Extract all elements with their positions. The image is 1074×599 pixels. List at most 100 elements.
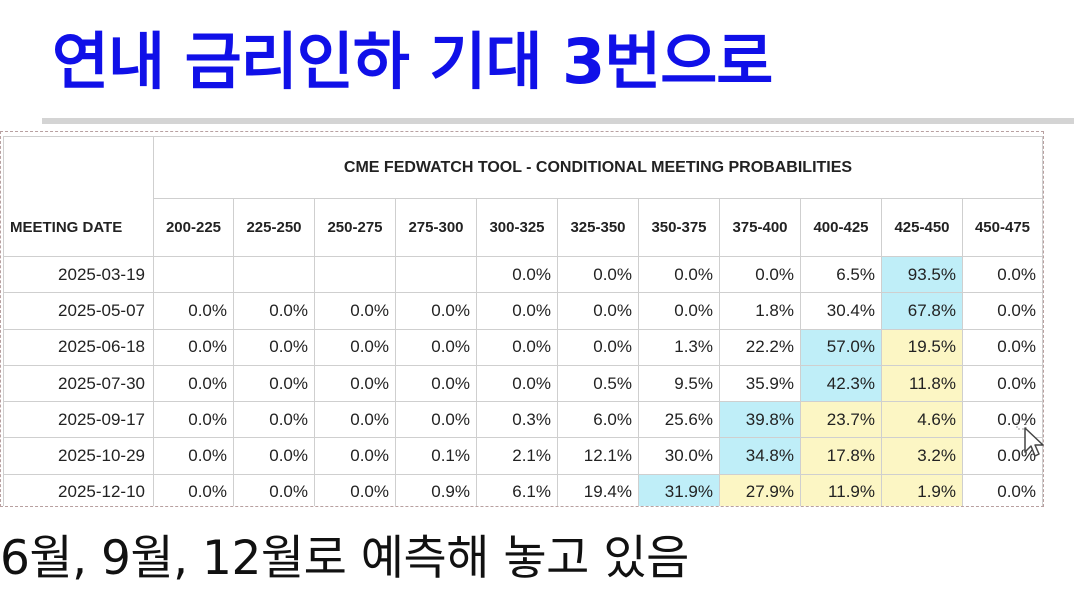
probability-cell: 39.8% (719, 401, 801, 439)
probability-cell: 19.4% (557, 473, 639, 506)
probability-cell: 0.0% (314, 473, 396, 506)
fedwatch-table-frame: CME FEDWATCH TOOL - CONDITIONAL MEETING … (0, 131, 1044, 507)
rate-range-header: 200-225 (153, 198, 234, 257)
probability-cell: 2.1% (476, 437, 558, 475)
probability-cell: 0.0% (233, 401, 315, 439)
table-row: 2025-06-18 0.0% 0.0% 0.0% 0.0% 0.0% 0.0% 1.3% 22… (3, 328, 1043, 366)
rate-range-header: 300-325 (476, 198, 558, 257)
probability-cell: 1.3% (638, 328, 720, 366)
probability-cell: 3.2% (881, 437, 963, 475)
meeting-date-cell: 2025-03-19 (3, 255, 154, 294)
rate-range-header: 350-375 (638, 198, 720, 257)
rate-range-header: 425-450 (881, 198, 963, 257)
meeting-date-cell: 2025-10-29 (3, 437, 154, 475)
probability-cell: 34.8% (719, 437, 801, 475)
probability-cell: 0.0% (314, 364, 396, 403)
probability-cell: 0.0% (153, 437, 234, 475)
meeting-date-cell: 2025-09-17 (3, 401, 154, 439)
probability-cell: 0.0% (962, 473, 1043, 506)
probability-cell: 12.1% (557, 437, 639, 475)
probability-cell (395, 255, 477, 294)
probability-cell: 0.0% (153, 328, 234, 366)
probability-cell: 93.5% (881, 255, 963, 294)
meeting-date-cell: 2025-05-07 (3, 292, 154, 330)
probability-cell (314, 255, 396, 294)
probability-cell: 11.9% (800, 473, 882, 506)
probability-cell: 17.8% (800, 437, 882, 475)
probability-cell: 0.0% (395, 328, 477, 366)
probability-cell: 0.0% (153, 401, 234, 439)
probability-cell: 23.7% (800, 401, 882, 439)
rate-range-header: 225-250 (233, 198, 315, 257)
probability-cell: 0.0% (719, 255, 801, 294)
table-row: 2025-10-29 0.0% 0.0% 0.0% 0.1% 2.1% 12.1% 30.0%… (3, 437, 1043, 475)
probability-cell: 0.0% (638, 292, 720, 330)
rate-range-header: 375-400 (719, 198, 801, 257)
probability-cell: 0.0% (395, 401, 477, 439)
probability-cell: 0.0% (233, 328, 315, 366)
probability-cell: 0.0% (962, 364, 1043, 403)
probability-cell: 0.0% (476, 292, 558, 330)
probability-cell: 0.0% (962, 255, 1043, 294)
probability-cell: 0.5% (557, 364, 639, 403)
probability-cell: 25.6% (638, 401, 720, 439)
probability-cell: 1.8% (719, 292, 801, 330)
probability-cell: 0.9% (395, 473, 477, 506)
table-corner-cell (3, 136, 154, 199)
table-row: 2025-12-10 0.0% 0.0% 0.0% 0.9% 6.1% 19.4% 31.9%… (3, 473, 1043, 506)
table-row: 2025-07-30 0.0% 0.0% 0.0% 0.0% 0.0% 0.5% 9.5% 35… (3, 364, 1043, 403)
probability-cell: 0.0% (233, 292, 315, 330)
probability-cell (153, 255, 234, 294)
probability-cell: 30.4% (800, 292, 882, 330)
probability-cell: 42.3% (800, 364, 882, 403)
probability-cell: 35.9% (719, 364, 801, 403)
probability-cell: 0.0% (476, 364, 558, 403)
probability-cell: 19.5% (881, 328, 963, 366)
table-row: 2025-05-07 0.0% 0.0% 0.0% 0.0% 0.0% 0.0% 0.0% 1.… (3, 292, 1043, 330)
rate-range-header: 450-475 (962, 198, 1043, 257)
probability-cell (233, 255, 315, 294)
probability-cell: 67.8% (881, 292, 963, 330)
probability-cell: 0.0% (395, 364, 477, 403)
probability-cell: 0.0% (153, 473, 234, 506)
rate-range-header: 325-350 (557, 198, 639, 257)
probability-cell: 6.0% (557, 401, 639, 439)
probability-cell: 0.0% (314, 328, 396, 366)
meeting-date-header: MEETING DATE (3, 198, 154, 257)
rate-range-header: 250-275 (314, 198, 396, 257)
probability-cell: 0.0% (962, 328, 1043, 366)
meeting-date-cell: 2025-12-10 (3, 473, 154, 506)
probability-cell: 6.1% (476, 473, 558, 506)
probability-cell: 57.0% (800, 328, 882, 366)
probability-cell: 0.0% (314, 292, 396, 330)
probability-cell: 0.0% (962, 292, 1043, 330)
probability-cell: 0.0% (233, 473, 315, 506)
probability-cell: 0.0% (476, 255, 558, 294)
probability-cell: 27.9% (719, 473, 801, 506)
title-divider (42, 118, 1074, 124)
table-title: CME FEDWATCH TOOL - CONDITIONAL MEETING … (153, 136, 1043, 199)
probability-cell: 0.0% (557, 292, 639, 330)
meeting-date-cell: 2025-07-30 (3, 364, 154, 403)
mouse-pointer-icon (1016, 419, 1044, 457)
headline-title: 연내 금리인하 기대 3번으로 (52, 25, 773, 98)
probability-cell: 0.1% (395, 437, 477, 475)
probability-cell: 11.8% (881, 364, 963, 403)
probability-cell: 22.2% (719, 328, 801, 366)
probability-cell: 0.0% (557, 255, 639, 294)
probability-cell: 31.9% (638, 473, 720, 506)
probability-cell: 0.0% (395, 292, 477, 330)
probability-cell: 9.5% (638, 364, 720, 403)
table-row: 2025-03-19 0.0% 0.0% 0.0% 0.0% 6.5% 93.5% 0.0% (3, 255, 1043, 294)
probability-cell: 0.0% (314, 401, 396, 439)
fedwatch-probability-table: CME FEDWATCH TOOL - CONDITIONAL MEETING … (3, 136, 1043, 506)
probability-cell: 0.0% (638, 255, 720, 294)
probability-cell: 0.0% (314, 437, 396, 475)
probability-cell: 0.0% (153, 364, 234, 403)
rate-range-header: 400-425 (800, 198, 882, 257)
probability-cell: 0.3% (476, 401, 558, 439)
meeting-date-cell: 2025-06-18 (3, 328, 154, 366)
probability-cell: 1.9% (881, 473, 963, 506)
probability-cell: 30.0% (638, 437, 720, 475)
probability-cell: 4.6% (881, 401, 963, 439)
